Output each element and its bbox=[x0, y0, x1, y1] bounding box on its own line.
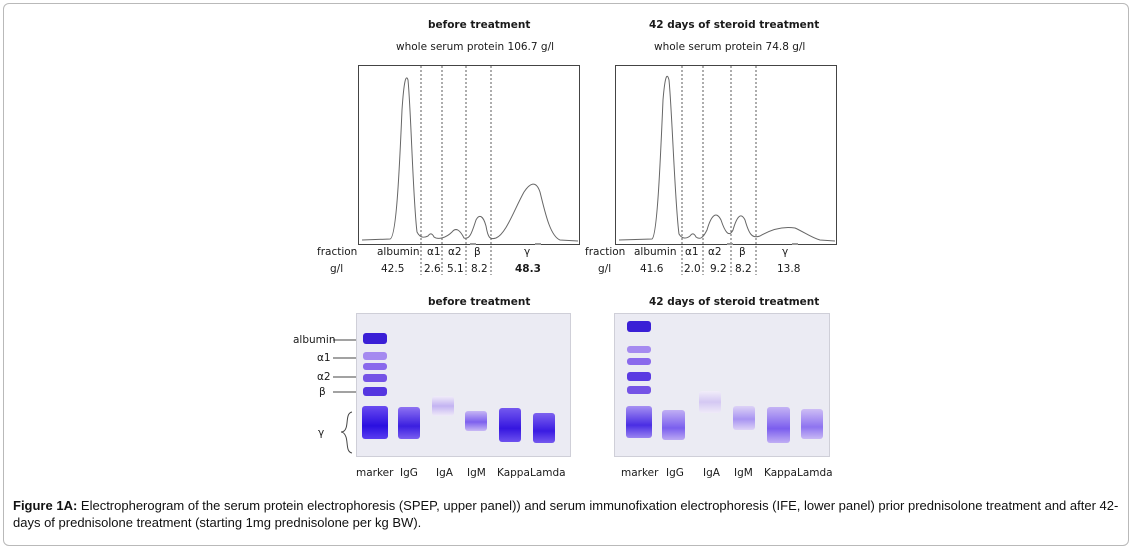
spep-title-after: 42 days of steroid treatment bbox=[649, 19, 820, 31]
ife-gel-before bbox=[356, 313, 571, 457]
ife-title-before: before treatment bbox=[428, 296, 531, 308]
lane-label-lamda-after: Lamda bbox=[797, 467, 833, 479]
lane-label-igg-after: IgG bbox=[666, 467, 684, 479]
fraction-dividers-after bbox=[681, 66, 757, 275]
spep-subtitle-after: whole serum protein 74.8 g/l bbox=[654, 41, 806, 53]
lane-label-marker-before: marker bbox=[356, 467, 394, 479]
value-alpha2-before: 5.1 bbox=[447, 263, 464, 275]
row-label-fraction-after: fraction bbox=[585, 246, 626, 258]
marker-band-1 bbox=[627, 346, 651, 353]
electropherogram-before bbox=[358, 65, 580, 245]
fraction-albumin-before: albumin bbox=[377, 246, 420, 258]
fraction-beta-after: β bbox=[739, 246, 746, 258]
igg-band bbox=[398, 407, 420, 439]
fraction-alpha2-after: α2 bbox=[708, 246, 722, 258]
ife-title-after: 42 days of steroid treatment bbox=[649, 296, 820, 308]
lamda-band bbox=[533, 413, 555, 443]
value-gamma-after: 13.8 bbox=[777, 263, 801, 275]
marker-band-gamma bbox=[626, 406, 652, 438]
marker-label-beta: β bbox=[319, 386, 326, 398]
lane-label-igg-before: IgG bbox=[400, 467, 418, 479]
lane-label-iga-before: IgA bbox=[436, 467, 453, 479]
value-alpha1-after: 2.0 bbox=[684, 263, 701, 275]
spep-subtitle-before: whole serum protein 106.7 g/l bbox=[396, 41, 555, 53]
ife-gel-after bbox=[614, 313, 830, 457]
marker-band-albumin bbox=[363, 333, 387, 344]
marker-label-alpha1: α1 bbox=[317, 352, 331, 364]
marker-band-2 bbox=[363, 363, 387, 370]
marker-band-4 bbox=[627, 386, 651, 394]
lane-label-marker-after: marker bbox=[621, 467, 659, 479]
value-beta-before: 8.2 bbox=[471, 263, 488, 275]
fraction-gamma-after: γ bbox=[782, 246, 789, 258]
marker-band-3 bbox=[363, 374, 387, 382]
lane-label-lamda-before: Lamda bbox=[530, 467, 566, 479]
caption-text: Electropherogram of the serum protein el… bbox=[13, 498, 1119, 530]
value-albumin-after: 41.6 bbox=[640, 263, 664, 275]
value-alpha2-after: 9.2 bbox=[710, 263, 727, 275]
fraction-alpha1-after: α1 bbox=[685, 246, 699, 258]
figure-caption: Figure 1A: Electropherogram of the serum… bbox=[13, 497, 1123, 531]
lane-label-igm-after: IgM bbox=[734, 467, 753, 479]
row-label-gl-after: g/l bbox=[598, 263, 612, 275]
fraction-gamma-before: γ bbox=[524, 246, 531, 258]
fraction-alpha2-before: α2 bbox=[448, 246, 462, 258]
value-alpha1-before: 2.6 bbox=[424, 263, 441, 275]
marker-band-2 bbox=[627, 358, 651, 365]
kappa-band bbox=[499, 408, 521, 442]
row-label-gl-before: g/l bbox=[330, 263, 344, 275]
marker-label-albumin: albumin bbox=[293, 334, 336, 346]
caption-label: Figure 1A: bbox=[13, 498, 78, 513]
value-albumin-before: 42.5 bbox=[381, 263, 405, 275]
lane-label-kappa-after: Kappa bbox=[764, 467, 797, 479]
igm-band bbox=[465, 411, 487, 431]
fraction-albumin-after: albumin bbox=[634, 246, 677, 258]
marker-band-albumin bbox=[627, 321, 651, 332]
kappa-band bbox=[767, 407, 790, 443]
row-label-fraction-before: fraction bbox=[317, 246, 358, 258]
spep-title-before: before treatment bbox=[428, 19, 531, 31]
value-beta-after: 8.2 bbox=[735, 263, 752, 275]
electropherogram-after bbox=[615, 65, 837, 245]
fraction-dividers-before bbox=[420, 66, 492, 275]
marker-band-4 bbox=[363, 387, 387, 396]
fraction-alpha1-before: α1 bbox=[427, 246, 441, 258]
value-gamma-before: 48.3 bbox=[515, 263, 541, 275]
lane-label-igm-before: IgM bbox=[467, 467, 486, 479]
gamma-bracket bbox=[340, 411, 353, 454]
marker-label-gamma: γ bbox=[318, 427, 325, 439]
lane-label-iga-after: IgA bbox=[703, 467, 720, 479]
iga-band bbox=[432, 396, 454, 416]
marker-band-3 bbox=[627, 372, 651, 381]
lamda-band bbox=[801, 409, 823, 439]
spep-curve-after bbox=[618, 75, 836, 242]
spep-curve-before bbox=[361, 77, 579, 242]
marker-label-alpha2: α2 bbox=[317, 371, 331, 383]
iga-band bbox=[699, 391, 721, 413]
marker-band-1 bbox=[363, 352, 387, 360]
lane-label-kappa-before: Kappa bbox=[497, 467, 530, 479]
marker-band-gamma bbox=[362, 406, 388, 439]
fraction-beta-before: β bbox=[474, 246, 481, 258]
figure-frame bbox=[3, 3, 1129, 546]
igm-band bbox=[733, 406, 755, 430]
igg-band bbox=[662, 410, 685, 440]
